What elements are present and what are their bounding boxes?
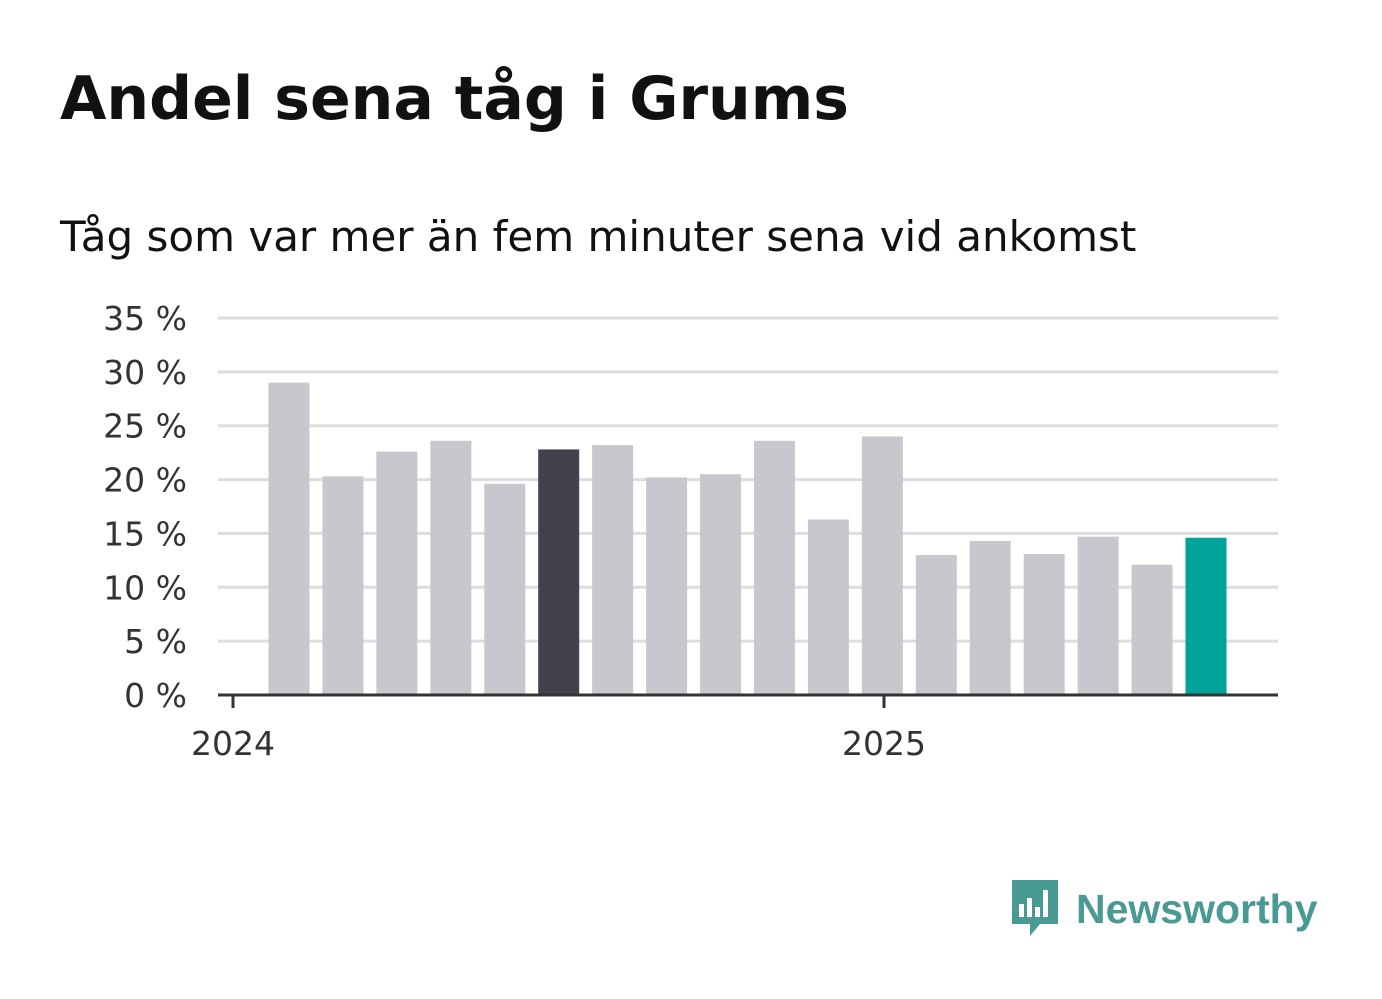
bar (322, 476, 364, 695)
bar (268, 382, 310, 695)
y-tick-label: 20 % (103, 461, 187, 500)
bar (1023, 553, 1065, 695)
y-tick-label: 10 % (103, 568, 187, 607)
y-tick-label: 30 % (103, 353, 187, 392)
bar (376, 451, 418, 695)
x-tick-label: 2024 (191, 724, 275, 763)
bar (753, 440, 795, 695)
y-tick-label: 5 % (124, 622, 187, 661)
x-tick-label: 2025 (842, 724, 926, 763)
bar (700, 474, 742, 695)
bar (861, 436, 903, 695)
bar (1131, 564, 1173, 695)
brand-name: Newsworthy (1076, 885, 1318, 932)
bar (1185, 537, 1227, 695)
bar (807, 519, 849, 695)
bar (484, 483, 526, 695)
bar (538, 449, 580, 695)
newsworthy-logo-icon (1012, 880, 1058, 936)
chart-title: Andel sena tåg i Grums (60, 64, 849, 134)
bar (430, 440, 472, 695)
y-tick-label: 15 % (103, 514, 187, 553)
y-tick-label: 35 % (103, 299, 187, 338)
bar (969, 540, 1011, 695)
y-tick-label: 25 % (103, 407, 187, 446)
brand-logo: Newsworthy (1010, 876, 1318, 942)
y-tick-label: 0 % (124, 676, 187, 715)
bar (1077, 536, 1119, 695)
bar (592, 445, 634, 695)
bar (646, 477, 688, 695)
chart-subtitle: Tåg som var mer än fem minuter sena vid … (60, 212, 1137, 261)
bar (915, 554, 957, 695)
